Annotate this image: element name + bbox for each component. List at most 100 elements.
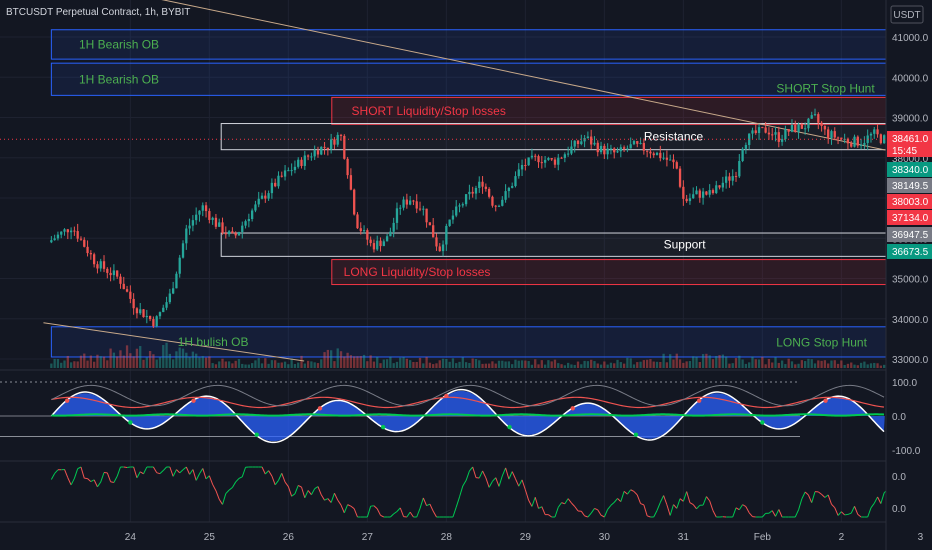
lower-indicator-segment xyxy=(212,484,217,491)
volume-bar xyxy=(830,360,833,368)
candles-layer[interactable] xyxy=(50,108,886,328)
lower-indicator-segment xyxy=(850,506,855,514)
volume-bar xyxy=(645,359,649,368)
lower-indicator-segment xyxy=(162,466,167,471)
volume-bar xyxy=(843,365,846,368)
lower-indicator-pane[interactable] xyxy=(50,466,888,518)
volume-bar xyxy=(511,364,514,368)
volume-bar xyxy=(613,363,616,368)
short-liquidity-zone[interactable] xyxy=(331,96,902,125)
candle-body xyxy=(701,191,705,198)
volume-bar xyxy=(448,361,451,368)
1h-bullish-ob[interactable] xyxy=(50,326,906,358)
lower-indicator-segment xyxy=(281,473,286,483)
candle-body xyxy=(622,147,626,149)
volume-bar xyxy=(738,355,741,368)
lower-indicator-segment xyxy=(630,489,635,492)
volume-bar xyxy=(639,361,642,368)
volume-bar xyxy=(329,350,333,368)
price-badge-value: 38340.0 xyxy=(892,165,929,176)
candle-body xyxy=(333,139,336,145)
candle-body xyxy=(451,215,455,220)
volume-bar xyxy=(359,356,362,368)
candle-body xyxy=(306,155,310,157)
volume-bar xyxy=(415,361,418,368)
long-liquidity-zone[interactable] xyxy=(331,259,902,286)
candle-body xyxy=(435,237,438,247)
price-badge-value: 37134.0 xyxy=(892,213,929,224)
lower-indicator-segment xyxy=(857,513,862,518)
volume-bar xyxy=(73,361,76,368)
lower-indicator-segment xyxy=(844,513,849,516)
lower-indicator-segment xyxy=(208,475,214,485)
lower-indicator-segment xyxy=(673,504,678,509)
volume-bar xyxy=(277,362,280,368)
volume-bar xyxy=(484,363,488,368)
lower-indicator-segment xyxy=(768,510,773,514)
candle-body xyxy=(731,176,734,181)
volume-bar xyxy=(471,358,474,368)
candle-body xyxy=(501,199,504,206)
candle-body xyxy=(432,225,435,238)
candle-body xyxy=(817,114,820,123)
candle-body xyxy=(636,141,639,144)
candle-body xyxy=(570,146,573,154)
volume-bar xyxy=(165,342,168,368)
price-axis[interactable] xyxy=(886,0,932,550)
lower-indicator-segment xyxy=(653,510,658,518)
volume-bar xyxy=(695,356,698,368)
candle-body xyxy=(481,181,484,187)
volume-bar xyxy=(494,363,497,368)
candle-body xyxy=(566,153,570,155)
lower-indicator-segment xyxy=(396,507,401,512)
lower-indicator-segment xyxy=(831,503,836,509)
1h-bearish-ob-lower[interactable] xyxy=(50,62,910,96)
candle-body xyxy=(221,222,224,234)
volume-bar xyxy=(432,364,435,368)
lower-indicator-segment xyxy=(110,481,115,483)
candle-body xyxy=(171,288,175,294)
oscillator-dot xyxy=(760,420,765,425)
price-badge-value: 38149.5 xyxy=(892,181,929,192)
candle-body xyxy=(69,230,73,233)
candle-body xyxy=(695,190,698,195)
oscillator-tick-label: 100.0 xyxy=(892,378,917,389)
candle-body xyxy=(99,261,102,269)
candle-body xyxy=(609,148,613,150)
lower-indicator-segment xyxy=(482,470,487,479)
volume-bar xyxy=(474,359,478,368)
volume-bar xyxy=(96,354,99,368)
candle-body xyxy=(201,205,204,211)
descending-trendline-upper[interactable] xyxy=(51,0,929,160)
volume-bar xyxy=(148,351,152,368)
volume-bar xyxy=(300,355,303,368)
oscillator-pane[interactable] xyxy=(0,381,885,444)
support-zone[interactable] xyxy=(220,232,902,257)
1h-bearish-ob-upper-label: 1H Bearish OB xyxy=(79,37,159,51)
volume-bar xyxy=(761,356,764,368)
candle-body xyxy=(840,137,843,139)
lower-indicator-segment xyxy=(761,512,767,518)
volume-bar xyxy=(655,361,659,368)
lower-indicator-segment xyxy=(192,469,197,481)
lower-indicator-segment xyxy=(133,466,138,479)
trendline-lower[interactable] xyxy=(43,322,305,362)
candle-body xyxy=(53,238,56,241)
lower-indicator-segment xyxy=(462,480,467,487)
candle-body xyxy=(264,195,267,199)
volume-bar xyxy=(257,358,260,368)
volume-bar xyxy=(481,363,484,368)
volume-bar xyxy=(807,358,810,368)
volume-bar xyxy=(145,357,148,368)
oscillator-gray-line xyxy=(51,384,885,407)
lower-indicator-segment xyxy=(199,468,204,475)
candle-body xyxy=(807,118,810,129)
currency-button[interactable] xyxy=(890,5,924,24)
oscillator-dot xyxy=(254,432,259,437)
candle-body xyxy=(517,169,520,177)
volume-bar xyxy=(553,359,557,368)
1h-bearish-ob-upper[interactable] xyxy=(50,29,910,60)
candle-body xyxy=(576,140,580,145)
candle-body xyxy=(632,141,636,145)
